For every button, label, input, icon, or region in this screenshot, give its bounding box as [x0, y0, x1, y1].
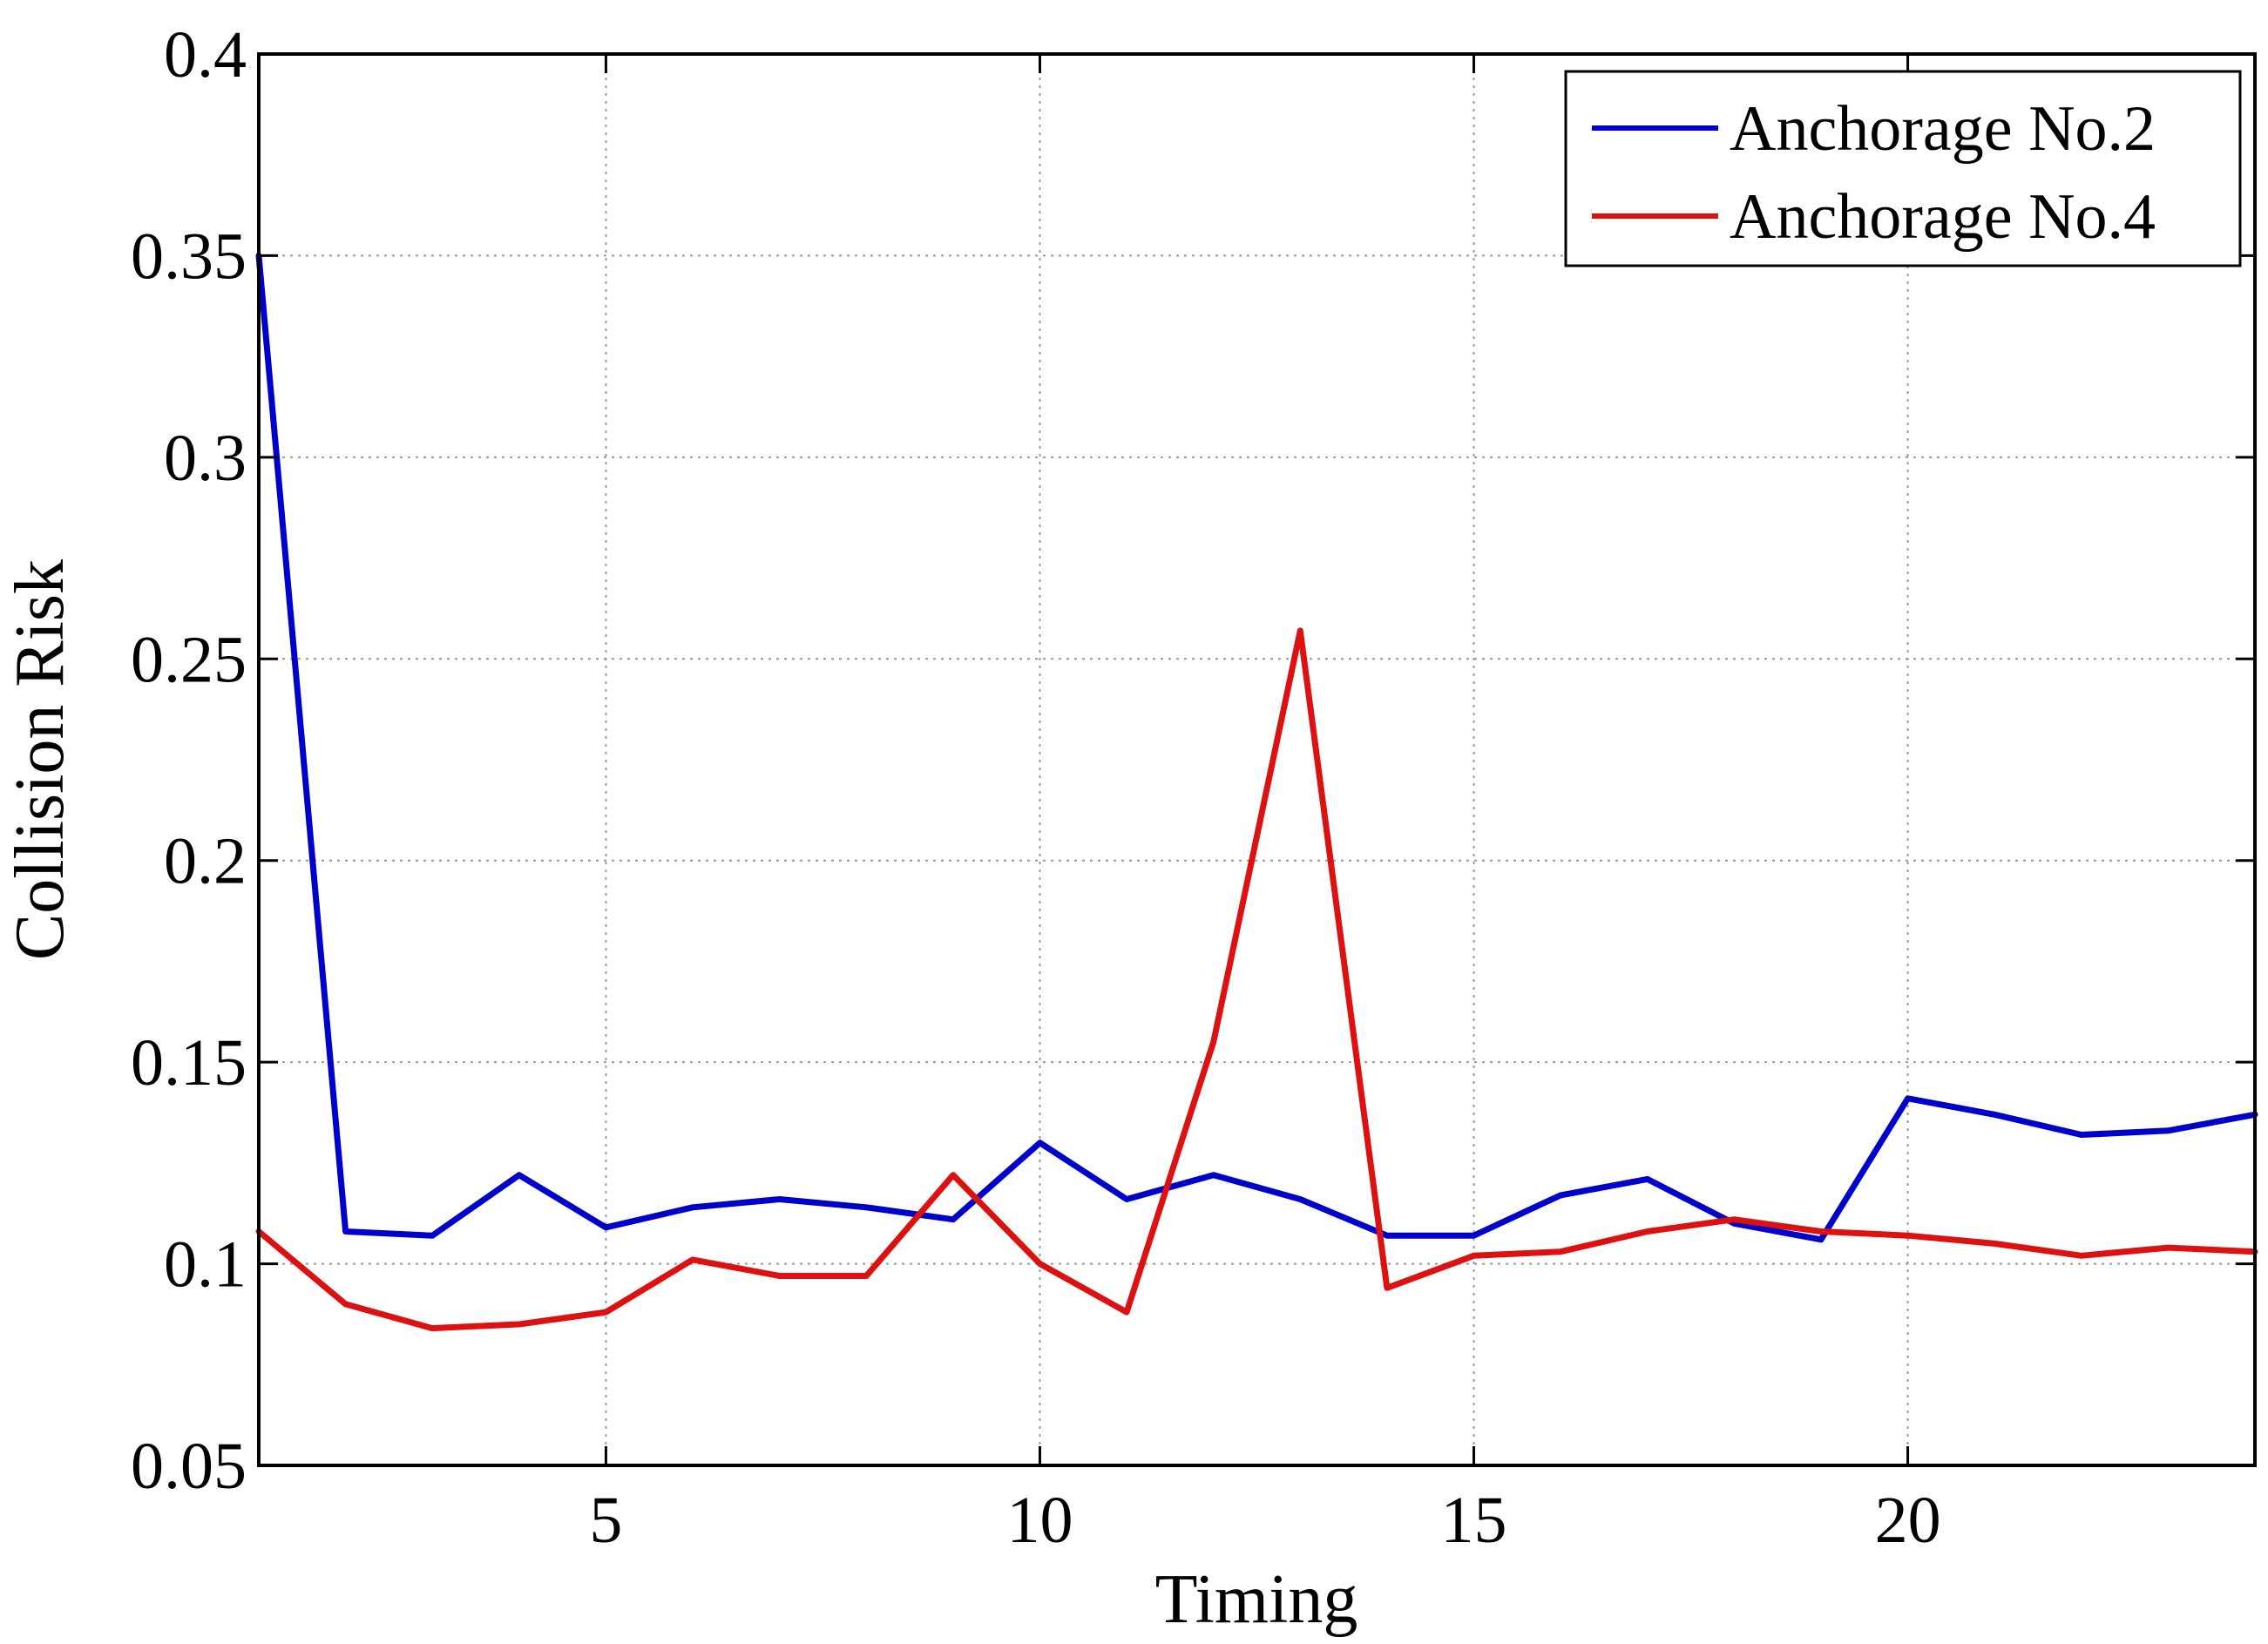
x-tick-label: 10	[1006, 1484, 1073, 1557]
x-tick-label: 15	[1441, 1484, 1507, 1557]
y-tick-label: 0.2	[164, 825, 247, 898]
legend: Anchorage No.2 Anchorage No.4	[1564, 70, 2242, 267]
series-line-1	[255, 252, 2258, 1243]
y-axis-label: Collision Risk	[2, 559, 78, 960]
series-lines	[255, 252, 2258, 1332]
series-line-2	[255, 627, 2258, 1332]
legend-label-series-1: Anchorage No.2	[1730, 93, 2156, 165]
grid-lines	[259, 54, 2255, 1465]
y-tick-label: 0.15	[131, 1026, 247, 1099]
plot-background	[259, 54, 2255, 1465]
x-tick-label: 20	[1875, 1484, 1941, 1557]
x-tick-label: 5	[589, 1484, 622, 1557]
y-tick-label: 0.4	[164, 18, 247, 91]
plot-frame	[257, 52, 2257, 1467]
x-axis-label: Timing	[1155, 1561, 1358, 1638]
y-tick-label: 0.25	[131, 623, 247, 696]
y-tick-label: 0.05	[131, 1430, 247, 1503]
y-tick-label: 0.1	[164, 1228, 247, 1302]
y-tick-label: 0.35	[131, 220, 247, 293]
y-tick-label: 0.3	[164, 422, 247, 495]
axis-ticks: 5 10 15 20 0.05 0.1 0.15 0.2 0.25 0.3 0.35 0.4	[131, 18, 2255, 1557]
legend-box	[1564, 70, 2242, 267]
legend-label-series-2: Anchorage No.4	[1730, 181, 2156, 253]
